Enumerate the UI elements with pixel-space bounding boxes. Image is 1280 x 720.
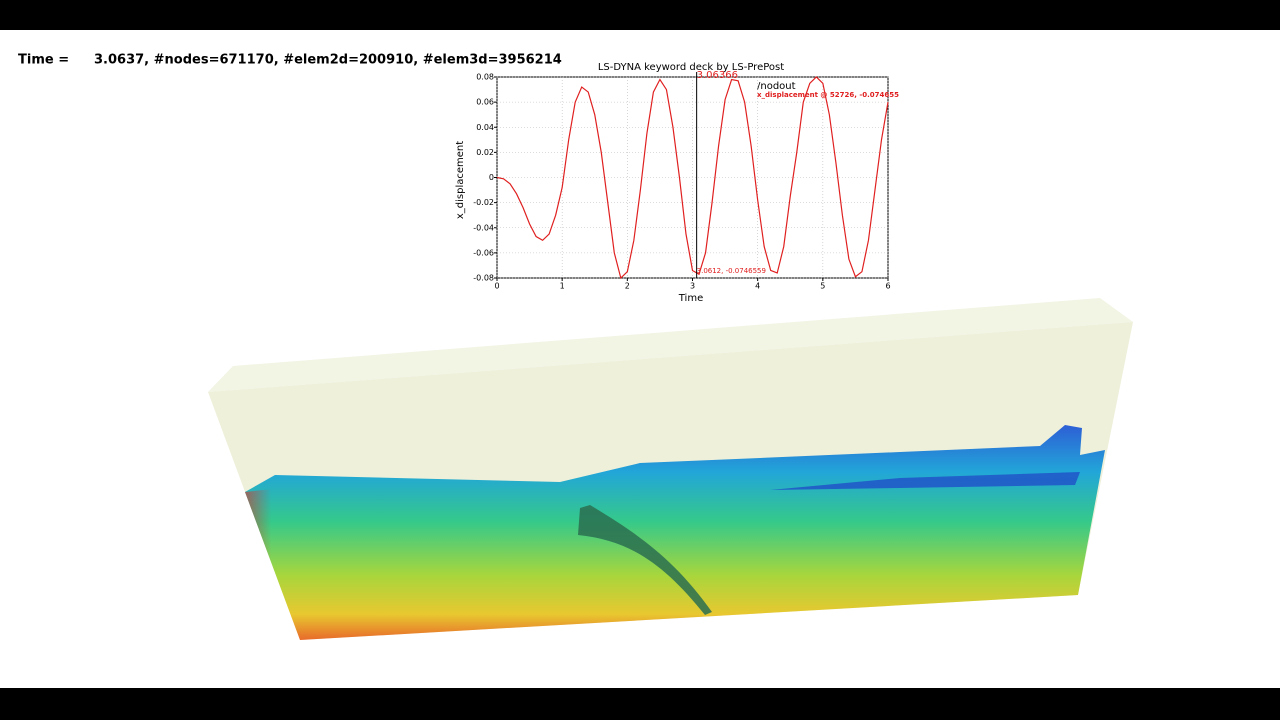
surface-wave (770, 472, 1080, 490)
model-info: 3.0637, #nodes=671170, #elem2d=200910, #… (94, 53, 562, 68)
fluid-shade (245, 480, 420, 640)
chart-title: LS-DYNA keyword deck by LS-PrePost (598, 62, 784, 73)
fluid (245, 425, 1105, 640)
y-tick-label: -0.08 (473, 274, 494, 283)
x-axis-label: Time (678, 293, 703, 304)
x-tick-label: 1 (560, 282, 565, 291)
data-line (496, 76, 889, 280)
scene (208, 298, 1133, 640)
box-top (208, 298, 1133, 392)
y-tick-label: 0 (489, 173, 494, 182)
cursor-label: 3.06366 (697, 70, 738, 81)
x-tick-label: 0 (494, 282, 499, 291)
x-tick-label: 5 (820, 282, 825, 291)
x-tick-label: 4 (755, 282, 760, 291)
y-tick-label: -0.04 (473, 223, 494, 232)
x-tick-label: 6 (885, 282, 890, 291)
chart: LS-DYNA keyword deck by LS-PrePost Time … (455, 62, 899, 304)
point-label: 3.0612, -0.0746559 (697, 267, 766, 275)
x-tick-label: 3 (690, 282, 695, 291)
y-tick-label: -0.02 (473, 198, 494, 207)
x-tick-label: 2 (625, 282, 630, 291)
legend-title: /nodout (757, 81, 796, 92)
flap (578, 505, 712, 615)
y-tick-label: 0.06 (476, 98, 494, 107)
y-axis-label: x_displacement (455, 141, 466, 219)
y-tick-label: 0.08 (476, 73, 494, 82)
bottom-bar (0, 688, 1280, 720)
y-tick-label: 0.04 (476, 123, 494, 132)
time-label: Time = (18, 53, 69, 68)
legend-entry: x_displacement @ 52726, -0.074655 (757, 91, 899, 99)
y-tick-label: 0.02 (476, 148, 494, 157)
top-bar (0, 0, 1280, 30)
y-tick-label: -0.06 (473, 248, 494, 257)
